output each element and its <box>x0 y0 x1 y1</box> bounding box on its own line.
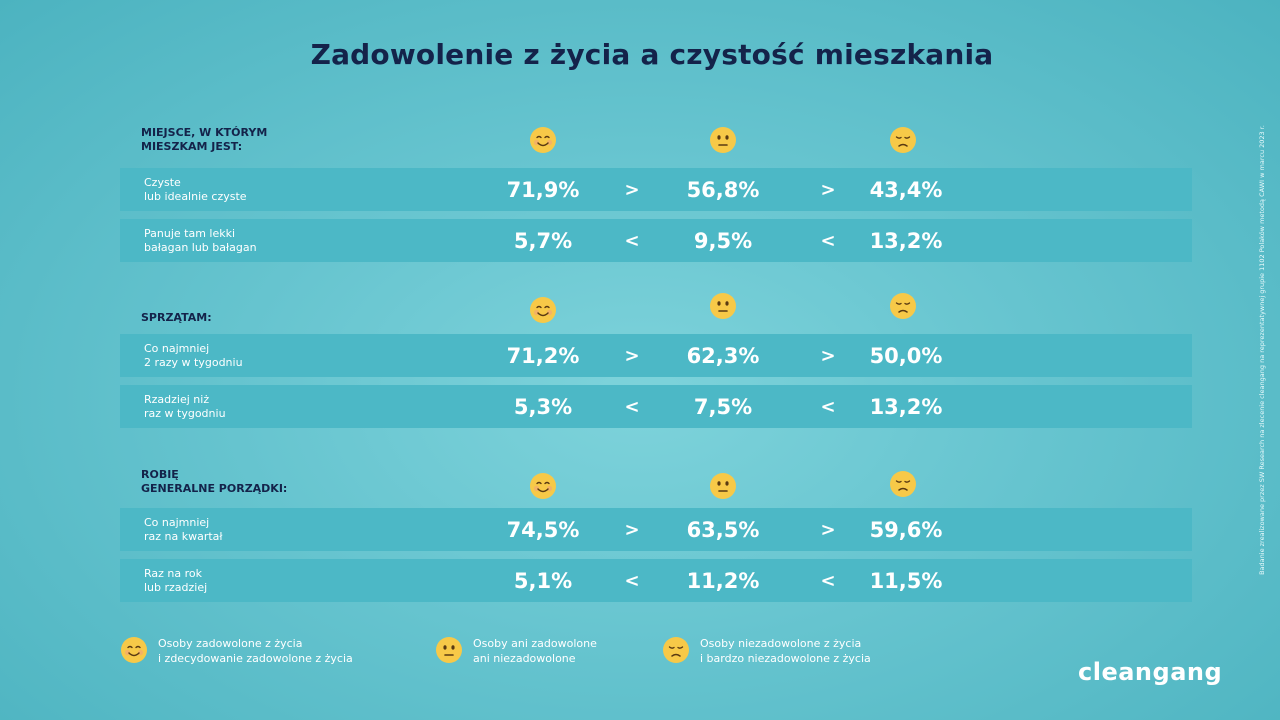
neutral-face-icon <box>709 292 737 320</box>
table-row: Panuje tam lekki bałagan lub bałagan 5,7… <box>120 219 1192 262</box>
sad-face-icon <box>889 126 917 154</box>
value-dissatisfied: 43,4% <box>869 177 943 202</box>
value-satisfied: 71,2% <box>506 343 580 368</box>
comparison-sign: > <box>820 345 836 366</box>
value-satisfied: 5,1% <box>513 568 573 593</box>
section-header: MIEJSCE, W KTÓRYM MIESZKAM JEST: <box>120 120 1192 160</box>
legend-text: Osoby niezadowolone z życia i bardzo nie… <box>700 637 871 665</box>
value-neutral: 7,5% <box>693 394 753 419</box>
row-label: Panuje tam lekki bałagan lub bałagan <box>144 226 257 254</box>
section-label: MIEJSCE, W KTÓRYM MIESZKAM JEST: <box>141 126 268 153</box>
comparison-sign: < <box>624 570 640 591</box>
smiling-face-icon <box>120 636 148 664</box>
comparison-sign: > <box>820 519 836 540</box>
value-dissatisfied: 50,0% <box>869 343 943 368</box>
page-title: Zadowolenie z życia a czystość mieszkani… <box>310 38 994 71</box>
table-row: Co najmniej 2 razy w tygodniu 71,2% > 62… <box>120 334 1192 377</box>
neutral-face-icon <box>435 636 463 664</box>
neutral-face-icon <box>709 126 737 154</box>
section-header: SPRZĄTAM: <box>120 286 1192 326</box>
row-label: Raz na rok lub rzadziej <box>144 566 208 594</box>
section-general-cleaning: ROBIĘ GENERALNE PORZĄDKI: Co najmniej ra… <box>120 460 1192 602</box>
value-dissatisfied: 59,6% <box>869 517 943 542</box>
table-row: Czyste lub idealnie czyste 71,9% > 56,8%… <box>120 168 1192 211</box>
sad-face-icon <box>889 292 917 320</box>
row-label: Co najmniej raz na kwartał <box>144 515 223 543</box>
table-row: Raz na rok lub rzadziej 5,1% < 11,2% < 1… <box>120 559 1192 602</box>
comparison-sign: > <box>624 179 640 200</box>
section-place: MIEJSCE, W KTÓRYM MIESZKAM JEST: Czyste … <box>120 120 1192 262</box>
value-satisfied: 71,9% <box>506 177 580 202</box>
smiling-face-icon <box>529 296 557 324</box>
value-dissatisfied: 11,5% <box>869 568 943 593</box>
sad-face-icon <box>889 470 917 498</box>
comparison-sign: > <box>624 519 640 540</box>
value-neutral: 9,5% <box>693 228 753 253</box>
value-dissatisfied: 13,2% <box>869 228 943 253</box>
comparison-sign: < <box>624 396 640 417</box>
brand-logo: cleangang <box>1078 658 1223 686</box>
table-row: Co najmniej raz na kwartał 74,5% > 63,5%… <box>120 508 1192 551</box>
comparison-sign: > <box>820 179 836 200</box>
value-satisfied: 74,5% <box>506 517 580 542</box>
smiling-face-icon <box>529 472 557 500</box>
table-row: Rzadziej niż raz w tygodniu 5,3% < 7,5% … <box>120 385 1192 428</box>
smiling-face-icon <box>529 126 557 154</box>
value-neutral: 62,3% <box>686 343 760 368</box>
value-dissatisfied: 13,2% <box>869 394 943 419</box>
section-label: SPRZĄTAM: <box>141 311 212 324</box>
legend-text: Osoby ani zadowolone ani niezadowolone <box>473 637 597 665</box>
value-neutral: 63,5% <box>686 517 760 542</box>
value-neutral: 56,8% <box>686 177 760 202</box>
comparison-sign: < <box>624 230 640 251</box>
legend-text: Osoby zadowolone z życia i zdecydowanie … <box>158 637 353 665</box>
row-label: Czyste lub idealnie czyste <box>144 175 247 203</box>
row-label: Rzadziej niż raz w tygodniu <box>144 392 226 420</box>
section-cleaning: SPRZĄTAM: Co najmniej 2 razy w tygodniu … <box>120 286 1192 428</box>
section-header: ROBIĘ GENERALNE PORZĄDKI: <box>120 460 1192 500</box>
source-note: Badanie zrealizowane przez SW Research n… <box>1258 125 1266 575</box>
section-label: ROBIĘ GENERALNE PORZĄDKI: <box>141 468 288 495</box>
row-label: Co najmniej 2 razy w tygodniu <box>144 341 243 369</box>
comparison-sign: > <box>624 345 640 366</box>
neutral-face-icon <box>709 472 737 500</box>
value-neutral: 11,2% <box>686 568 760 593</box>
value-satisfied: 5,7% <box>513 228 573 253</box>
value-satisfied: 5,3% <box>513 394 573 419</box>
comparison-sign: < <box>820 230 836 251</box>
sad-face-icon <box>662 636 690 664</box>
comparison-sign: < <box>820 570 836 591</box>
comparison-sign: < <box>820 396 836 417</box>
